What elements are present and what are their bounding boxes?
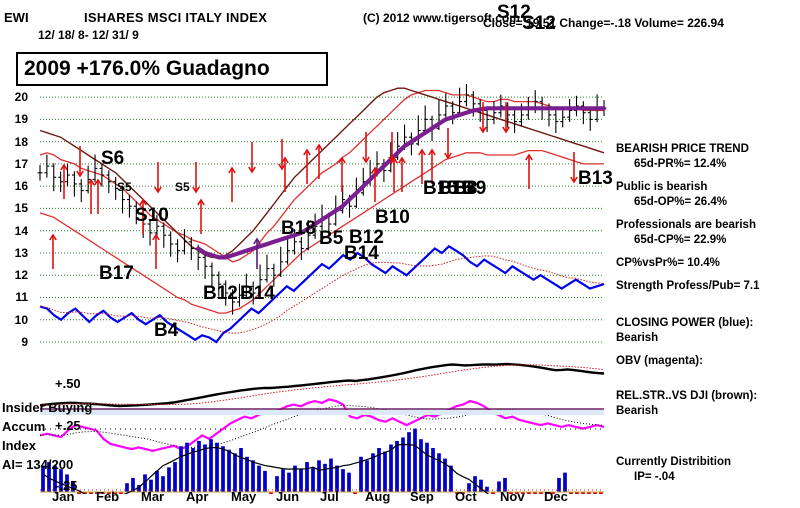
chart-annotation-b12-12: B12 <box>349 227 384 248</box>
chart-annotation-b4-7: B4 <box>154 320 179 341</box>
x-axis-month-mar: Mar <box>141 489 165 504</box>
strength-prof-pub-value: Strength Profess/Pub= 7.1 <box>616 280 760 292</box>
distribution-title: Currently Distribition <box>616 456 732 468</box>
x-axis-month-jan: Jan <box>52 489 75 504</box>
signal-arrows <box>49 102 578 269</box>
chart-annotation-b10-14: B10 <box>375 207 410 228</box>
x-axis-month-feb: Feb <box>96 489 120 504</box>
public-sentiment-title: Public is bearish <box>616 181 708 193</box>
y-axis-tick: 18 <box>14 134 28 149</box>
chart-annotation-s12-0: S12 <box>497 2 531 23</box>
y-axis-tick: 16 <box>14 179 28 194</box>
y-axis-tick: 19 <box>14 112 28 127</box>
chart-annotation-b9-18: B9 <box>462 178 487 199</box>
y-axis-tick: 13 <box>14 245 28 260</box>
chart-annotation-b8-17: B8 <box>453 178 478 199</box>
x-axis-month-sep: Sep <box>410 489 434 504</box>
ticker-symbol: EWI <box>4 10 29 25</box>
y-axis-tick: 12 <box>14 268 28 283</box>
y-axis-tick: 11 <box>15 290 28 305</box>
x-axis-month-apr: Apr <box>186 489 209 504</box>
price-trend-title: BEARISH PRICE TREND <box>616 143 749 155</box>
insider-divider-band <box>40 410 604 415</box>
y-axis-tick: 17 <box>14 156 28 171</box>
chart-annotation-b16-16: B16 <box>438 178 473 199</box>
closing-power-line <box>39 244 605 344</box>
chart-annotation-b12-8: B12 <box>203 283 238 304</box>
bollinger-band-upper <box>39 89 604 263</box>
professional-sentiment-value: 65d-CP%= 22.9% <box>634 234 727 246</box>
scale-minus-25-label: -.25 <box>55 478 78 493</box>
chart-annotation-s5-3: S5 <box>117 180 132 194</box>
moving-average-line <box>196 106 607 260</box>
cp-vs-pr-value: CP%vsPr%= 10.4% <box>616 257 720 269</box>
chart-annotation-s5-4: S5 <box>175 180 190 194</box>
scale-plus-25-label: +.25 <box>55 418 81 433</box>
x-axis-month-aug: Aug <box>365 489 391 504</box>
grid-lines <box>40 96 604 343</box>
chart-annotation-s6-2: S6 <box>101 148 125 169</box>
date-range: 12/ 18/ 8- 12/ 31/ 9 <box>38 28 139 42</box>
indicator-summary-panel: BEARISH PRICE TREND 65d-PR%= 12.4% Publi… <box>616 142 800 485</box>
chart-annotation-b18-10: B18 <box>281 218 316 239</box>
ai-value-label: AI= 134/200 <box>2 457 74 472</box>
x-axis-month-jun: Jun <box>276 489 300 504</box>
y-axis-tick: 9 <box>21 335 28 349</box>
company-name: ISHARES MSCI ITALY INDEX <box>84 10 268 25</box>
closing-power-value: Bearish <box>616 332 659 344</box>
professional-sentiment-title: Professionals are bearish <box>616 219 756 231</box>
bollinger-band-lower <box>39 149 604 314</box>
accum-label: Accum <box>2 419 46 434</box>
y-axis-tick: 10 <box>14 312 28 327</box>
insider-buying-label: Insider Buying <box>2 400 93 415</box>
index-label: Index <box>2 438 36 453</box>
x-axis-month-may: May <box>231 489 257 504</box>
annual-gain-label: 2009 +176.0% Guadagno <box>24 57 270 80</box>
closing-power-title: CLOSING POWER (blue): <box>616 317 754 329</box>
x-axis-month-oct: Oct <box>455 489 477 504</box>
copyright-notice: (C) 2012 www.tigersoft.com <box>363 11 520 25</box>
chart-annotation-s10-5: S10 <box>135 205 169 226</box>
scale-plus-50-label: +.50 <box>55 376 81 391</box>
public-sentiment-value: 65d-OP%= 26.4% <box>634 196 728 208</box>
chart-annotation-b17-6: B17 <box>99 263 134 284</box>
x-axis-month-dec: Dec <box>544 489 568 504</box>
obv-title: OBV (magenta): <box>616 355 703 367</box>
x-axis-month-nov: Nov <box>500 489 525 504</box>
chart-annotation-b5-11: B5 <box>319 228 344 249</box>
y-axis-tick: 20 <box>14 90 28 105</box>
y-axis-tick: 15 <box>14 201 28 216</box>
relative-strength-title: REL.STR..VS DJI (brown): <box>616 390 758 402</box>
chart-annotation-b14-13: B14 <box>344 243 379 264</box>
x-axis-month-jul: Jul <box>320 489 339 504</box>
relative-strength-line <box>39 87 605 259</box>
obv-line <box>39 398 605 453</box>
closing-power-average-line <box>39 255 605 334</box>
distribution-value: IP= -.04 <box>634 471 675 483</box>
histogram-trend-line <box>42 443 490 494</box>
insider-power-average-line <box>39 364 605 406</box>
chart-annotation-b13-19: B13 <box>578 168 613 189</box>
annual-gain-box <box>16 52 328 86</box>
relative-strength-value: Bearish <box>616 405 659 417</box>
chart-plot-area <box>36 84 608 494</box>
quote-summary: Close= 19.51 Change=-.18 Volume= 226.94 <box>483 16 724 30</box>
y-axis-tick: 14 <box>14 223 28 238</box>
insider-histogram <box>41 428 603 494</box>
chart-annotation-s12-1: S12 <box>522 13 556 34</box>
chart-annotation-b14-9: B14 <box>240 283 275 304</box>
chart-svg <box>37 84 607 494</box>
chart-annotation-b15-15: B15 <box>423 178 458 199</box>
price-trend-value: 65d-PR%= 12.4% <box>634 158 727 170</box>
insider-power-line <box>39 362 605 408</box>
